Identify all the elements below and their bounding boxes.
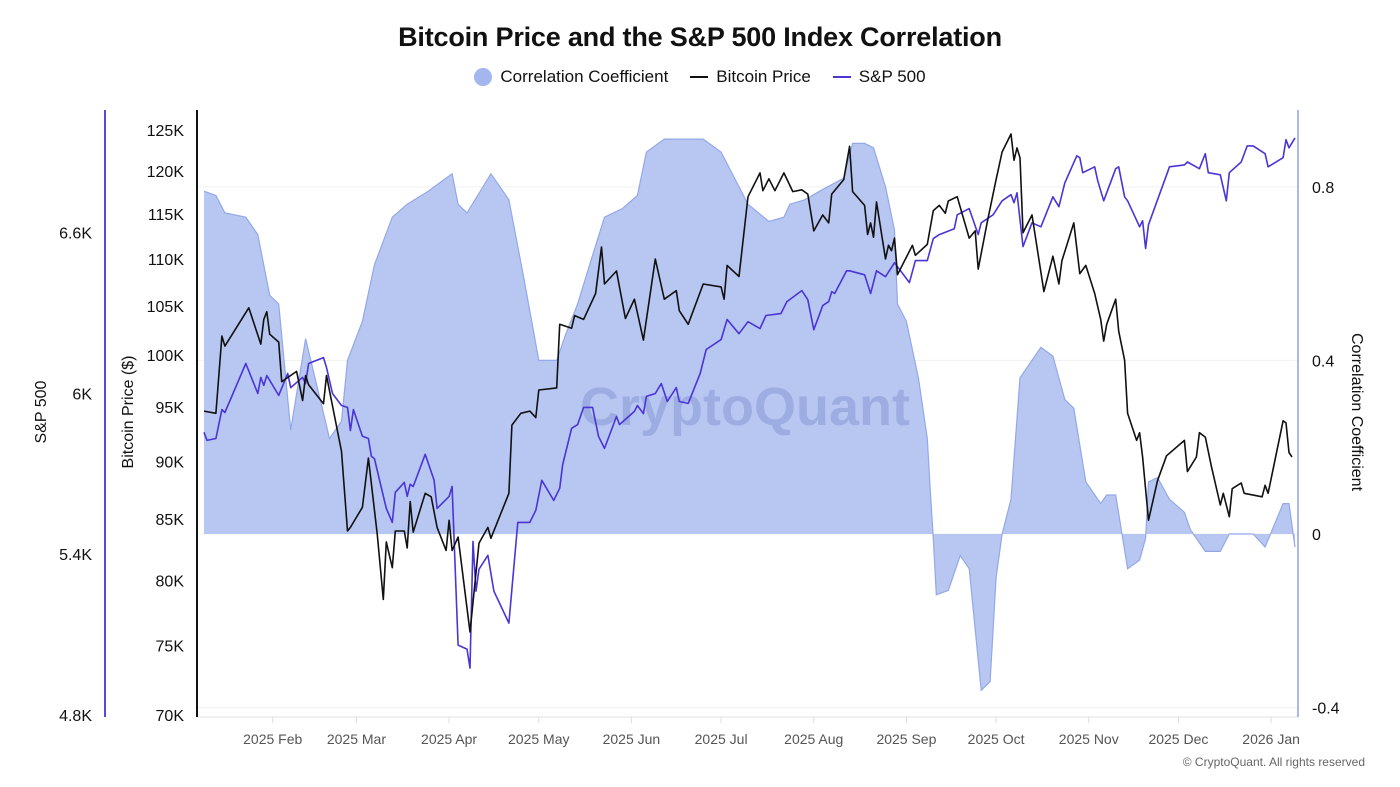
bitcoin-tick-label: 120K [147, 164, 185, 181]
legend-item-bitcoin[interactable]: Bitcoin Price [690, 67, 811, 87]
axes-layer: 6.6K 6K 5.4K 4.8K 125K 120K 115K 110K 105K 100K 95… [59, 110, 1340, 747]
legend-item-sp500[interactable]: S&P 500 [832, 67, 926, 87]
correlation-tick-label: -0.4 [1312, 701, 1340, 718]
legend-correlation-swatch [474, 68, 493, 86]
bitcoin-tick-label: 70K [156, 708, 185, 725]
bitcoin-tick-label: 75K [156, 638, 185, 655]
x-tick-label: 2025 Apr [421, 731, 477, 747]
legend-correlation-label: Correlation Coefficient [500, 67, 669, 86]
x-tick-label: 2025 Jun [603, 731, 661, 747]
sp500-tick-label: 6.6K [59, 226, 92, 243]
correlation-axis-title: Correlation Coefficient [1348, 333, 1365, 492]
bitcoin-tick-label: 95K [156, 400, 185, 417]
correlation-tick-label: 0.8 [1312, 180, 1334, 197]
bitcoin-axis-title: Bitcoin Price ($) [120, 356, 137, 469]
x-tick-label: 2025 Sep [876, 731, 936, 747]
legend-bitcoin-label: Bitcoin Price [716, 67, 811, 86]
series-layer [203, 133, 1296, 669]
correlation-tick-label: 0 [1312, 527, 1321, 544]
sp500-line [203, 137, 1296, 669]
watermark: CryptoQuant [580, 377, 910, 437]
x-tick-label: 2025 Dec [1148, 731, 1208, 747]
correlation-area [203, 139, 1296, 691]
legend-bitcoin-swatch [690, 76, 709, 78]
legend: Correlation Coefficient Bitcoin Price S&… [0, 67, 1400, 87]
bitcoin-tick-label: 105K [147, 299, 185, 316]
correlation-outline [203, 138, 1296, 692]
x-tick-label: 2025 May [508, 731, 569, 747]
bitcoin-tick-label: 125K [147, 123, 185, 140]
sp500-tick-label: 6K [72, 386, 92, 403]
x-tick-label: 2025 Aug [784, 731, 843, 747]
x-tick-label: 2025 Feb [243, 731, 302, 747]
x-tick-label: 2025 Oct [968, 731, 1025, 747]
legend-item-correlation[interactable]: Correlation Coefficient [474, 67, 668, 87]
chart-title: Bitcoin Price and the S&P 500 Index Corr… [398, 22, 1002, 52]
sp500-tick-label: 5.4K [59, 547, 92, 564]
legend-sp500-label: S&P 500 [858, 67, 926, 86]
x-tick-label: 2025 Nov [1059, 731, 1119, 747]
bitcoin-tick-label: 110K [148, 252, 185, 269]
bitcoin-tick-label: 80K [156, 573, 185, 590]
bitcoin-tick-label: 100K [147, 348, 185, 365]
bitcoin-tick-label: 85K [156, 512, 185, 529]
legend-sp500-swatch [832, 76, 851, 78]
copyright: © CryptoQuant. All rights reserved [1182, 755, 1365, 769]
correlation-tick-label: 0.4 [1312, 353, 1334, 370]
correlation-area-layer [203, 138, 1296, 692]
bitcoin-tick-label: 90K [156, 454, 185, 471]
sp500-axis-title: S&P 500 [33, 380, 50, 443]
bitcoin-tick-label: 115K [148, 207, 185, 224]
x-tick-label: 2025 Mar [327, 731, 386, 747]
x-tick-label: 2026 Jan [1242, 731, 1300, 747]
bitcoin-line [203, 133, 1293, 633]
sp500-tick-label: 4.8K [59, 708, 92, 725]
x-tick-label: 2025 Jul [695, 731, 748, 747]
